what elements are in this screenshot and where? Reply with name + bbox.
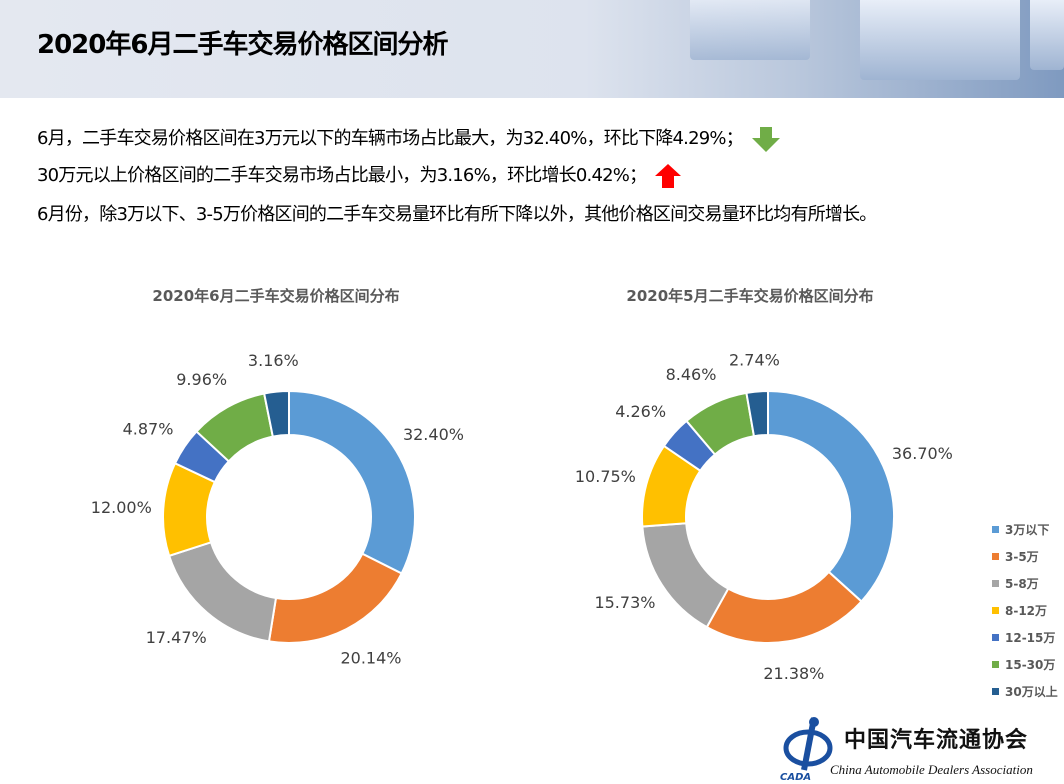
summary-line-2: 30万元以上价格区间的二手车交易市场占比最小，为3.16%，环比增长0.42%； [37,161,682,189]
data-label: 4.87% [123,420,174,439]
donut-slice [173,430,231,484]
legend-label: 3万以下 [1005,523,1050,537]
legend-item: 12-15万 [992,624,1058,651]
data-label: 8.46% [666,365,717,384]
summary-text: 30万元以上价格区间的二手车交易市场占比最小，为3.16%，环比增长0.42%； [37,165,647,186]
arrow-up-icon [655,164,682,188]
donut-slice [167,541,278,643]
donut-slice [641,522,730,629]
donut-slice [662,419,717,473]
legend-label: 5-8万 [1005,577,1039,591]
data-label: 32.40% [403,425,464,444]
data-label: 17.47% [146,628,207,647]
logo-en: China Automobile Dealers Association [830,762,1033,777]
legend-label: 3-5万 [1005,550,1039,564]
legend-label: 15-30万 [1005,658,1056,672]
data-label: 15.73% [594,593,655,612]
logo-abbr: CADA [780,772,812,783]
legend-swatch [992,526,999,533]
donut-slice [262,389,290,438]
chart-title-may: 2020年5月二手车交易价格区间分布 [626,287,874,305]
legend-item: 30万以上 [992,678,1058,705]
cada-logo: CADA 中国汽车流通协会 China Automobile Dealers A… [778,712,1060,784]
summary-text: 6月，二手车交易价格区间在3万元以下的车辆市场占比最大，为32.40%，环比下降… [37,128,744,149]
logo-cn: 中国汽车流通协会 [844,727,1029,753]
decorative-box [1030,0,1064,70]
data-label: 2.74% [729,351,780,370]
legend-swatch [992,580,999,587]
logo-emblem-icon [783,717,833,771]
legend-swatch [992,634,999,641]
legend-swatch [992,607,999,614]
legend-swatch [992,661,999,668]
arrow-down-icon [751,127,780,152]
donut-slice [745,389,769,438]
data-label: 3.16% [248,351,299,370]
legend-swatch [992,553,999,560]
legend-swatch [992,688,999,695]
data-label: 12.00% [91,498,152,517]
decorative-box [860,0,1020,80]
donut-slice [288,389,416,575]
data-label: 10.75% [575,467,636,486]
data-label: 9.96% [176,370,227,389]
summary-line-3: 6月份，除3万以下、3-5万价格区间的二手车交易量环比有所下降以外，其他价格区间… [37,204,877,225]
legend-item: 5-8万 [992,570,1058,597]
data-label: 20.14% [340,649,401,668]
page-title: 2020年6月二手车交易价格区间分析 [37,30,448,60]
donut-slice [162,461,217,558]
legend-label: 8-12万 [1005,604,1048,618]
donut-slice [195,392,275,463]
legend-item: 3-5万 [992,543,1058,570]
legend-item: 8-12万 [992,597,1058,624]
data-label: 21.38% [763,664,824,683]
chart-title-june: 2020年6月二手车交易价格区间分布 [152,287,400,305]
legend-item: 15-30万 [992,651,1058,678]
data-label: 4.26% [615,402,666,421]
legend-item: 3万以下 [992,516,1058,543]
donut-slice [767,389,895,603]
summary-line-1: 6月，二手车交易价格区间在3万元以下的车辆市场占比最大，为32.40%，环比下降… [37,124,781,153]
legend-label: 12-15万 [1005,631,1056,645]
donut-slice [705,570,863,644]
header-banner: 2020年6月二手车交易价格区间分析 [0,0,1064,98]
donut-slice [641,444,702,528]
donut-slice [267,552,403,644]
data-label: 36.70% [892,444,953,463]
decorative-box [690,0,810,60]
legend: 3万以下 3-5万 5-8万 8-12万 12-15万 15-30万 30万以上 [992,516,1058,705]
legend-label: 30万以上 [1005,685,1058,699]
donut-slice [685,391,756,456]
